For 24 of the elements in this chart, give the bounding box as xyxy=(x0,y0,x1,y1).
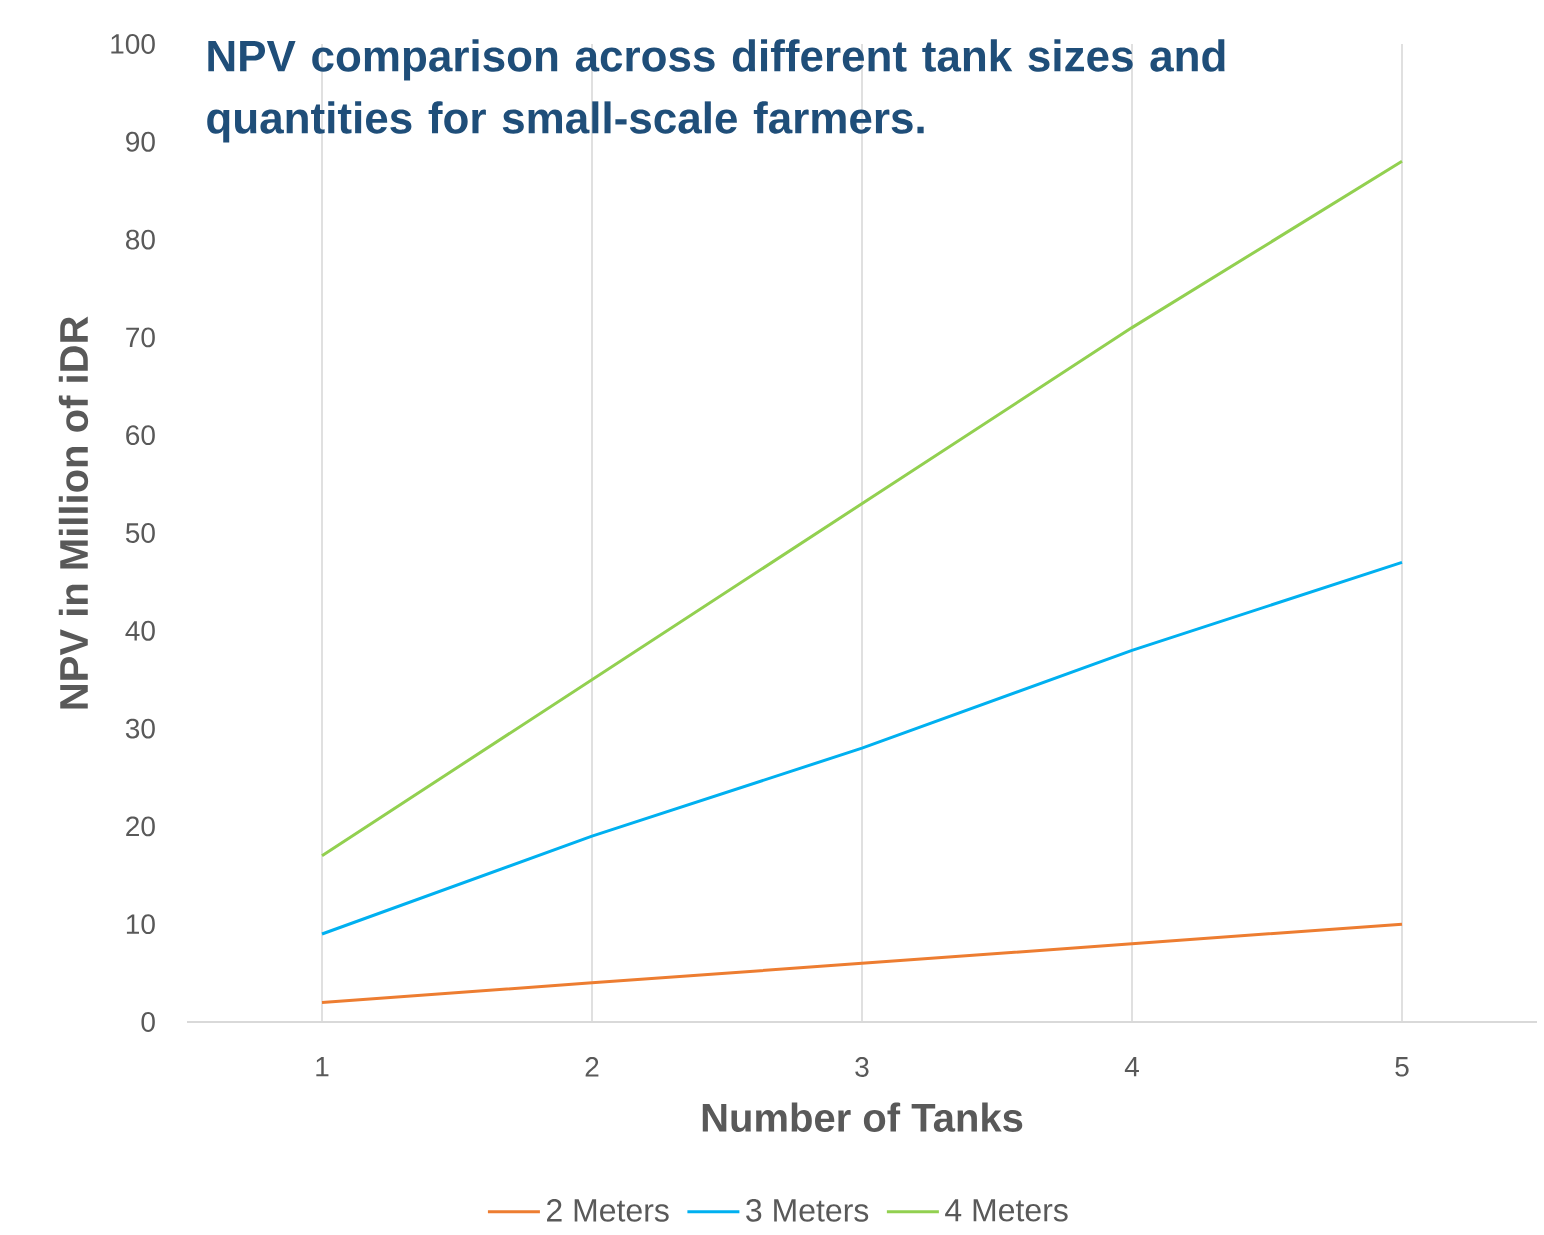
y-axis-title: NPV in Million of iDR xyxy=(58,316,89,709)
x-tick-label: 3 xyxy=(855,1057,869,1077)
x-tick-label: 2 xyxy=(585,1057,599,1077)
y-tick-label: 0 xyxy=(141,1012,155,1032)
y-tick-label: 70 xyxy=(126,327,155,348)
legend-label: 2 Meters xyxy=(547,1199,669,1222)
x-tick-label: 4 xyxy=(1124,1057,1139,1077)
y-tick-label: 90 xyxy=(126,131,155,152)
y-tick-label: 10 xyxy=(126,914,155,935)
y-tick-label: 40 xyxy=(125,620,155,641)
legend-label: 4 Meters xyxy=(945,1199,1068,1222)
x-tick-label: 5 xyxy=(1395,1057,1409,1077)
y-tick-label: 80 xyxy=(126,229,155,250)
y-tick-label: 20 xyxy=(126,816,155,837)
x-tick-label: 1 xyxy=(316,1057,329,1077)
line-series xyxy=(320,560,1404,936)
y-tick-label: 50 xyxy=(125,523,155,543)
y-tick-label: 100 xyxy=(111,34,155,54)
y-tick-label: 60 xyxy=(126,425,155,446)
x-axis-title: Number of Tanks xyxy=(702,1102,1023,1132)
y-tick-label: 30 xyxy=(125,718,155,739)
line-series xyxy=(320,922,1404,1004)
legend-label: 3 Meters xyxy=(746,1199,869,1222)
text: NPV comparison across different tank sizes and quantities for small-scale farmers. xyxy=(207,39,1225,143)
